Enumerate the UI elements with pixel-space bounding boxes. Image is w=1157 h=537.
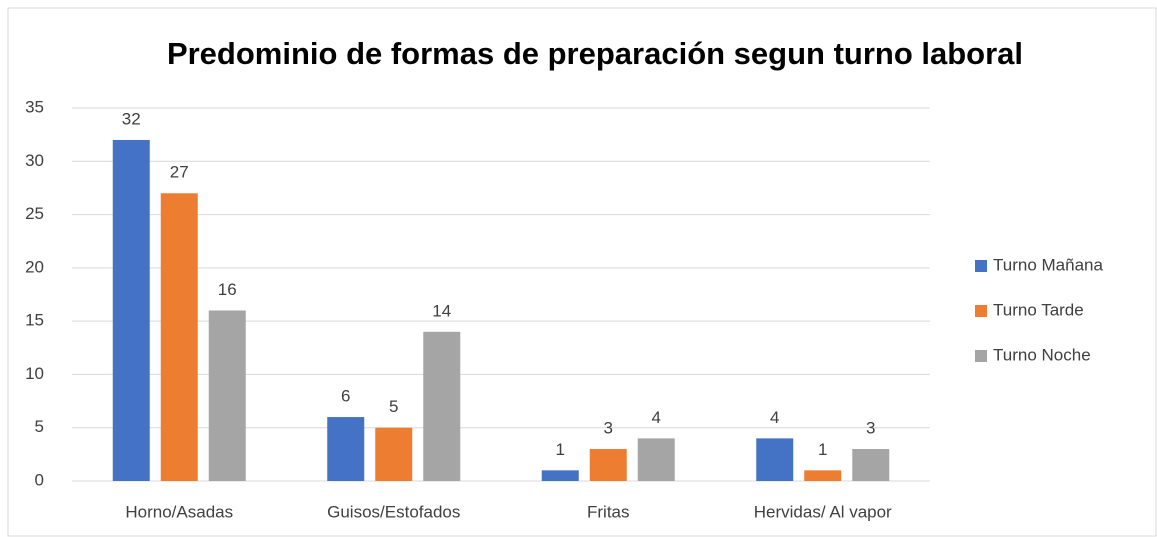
y-tick-label: 5 xyxy=(35,417,44,436)
bar xyxy=(637,438,675,481)
data-label: 5 xyxy=(389,397,398,416)
y-tick-label: 15 xyxy=(25,311,44,330)
bar xyxy=(852,449,890,481)
bar xyxy=(541,470,579,481)
bar xyxy=(423,331,461,481)
data-label: 16 xyxy=(218,280,237,299)
x-tick-label: Horno/Asadas xyxy=(125,502,233,521)
bar xyxy=(112,139,150,481)
y-tick-label: 20 xyxy=(25,257,44,276)
legend-swatch xyxy=(975,305,987,317)
data-label: 3 xyxy=(604,419,613,438)
data-label: 4 xyxy=(652,408,661,427)
data-label: 4 xyxy=(770,408,779,427)
x-tick-label: Hervidas/ Al vapor xyxy=(754,502,892,521)
y-tick-label: 10 xyxy=(25,364,44,383)
data-label: 14 xyxy=(432,301,451,320)
bar xyxy=(804,470,842,481)
chart-border xyxy=(7,7,1157,537)
bar xyxy=(160,193,198,481)
legend-swatch xyxy=(975,350,987,362)
data-label: 1 xyxy=(818,440,827,459)
data-label: 27 xyxy=(170,163,189,182)
bar xyxy=(208,310,246,481)
y-tick-label: 35 xyxy=(25,97,44,116)
legend-label: Turno Mañana xyxy=(993,255,1103,274)
legend-label: Turno Noche xyxy=(993,345,1091,364)
bar xyxy=(375,427,413,481)
legend-swatch xyxy=(975,260,987,272)
data-label: 1 xyxy=(556,440,565,459)
data-label: 6 xyxy=(341,387,350,406)
y-tick-label: 25 xyxy=(25,204,44,223)
bar xyxy=(756,438,794,481)
bar xyxy=(327,417,365,481)
y-tick-label: 0 xyxy=(35,470,44,489)
data-label: 32 xyxy=(122,109,141,128)
y-tick-label: 30 xyxy=(25,151,44,170)
data-label: 3 xyxy=(866,419,875,438)
x-tick-label: Fritas xyxy=(587,502,630,521)
legend-label: Turno Tarde xyxy=(993,300,1084,319)
x-tick-label: Guisos/Estofados xyxy=(327,502,460,521)
bar xyxy=(589,449,627,481)
chart-title: Predominio de formas de preparación segu… xyxy=(167,36,1023,71)
